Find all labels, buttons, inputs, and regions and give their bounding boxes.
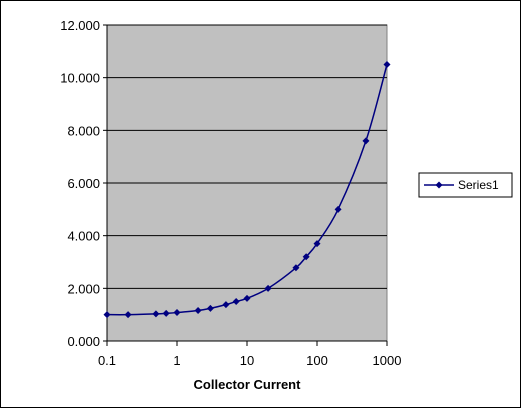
data-point-0 xyxy=(103,311,111,319)
y-tick-label-4: 8.000 xyxy=(67,123,100,138)
data-point-5 xyxy=(194,306,202,314)
data-point-11 xyxy=(292,264,300,272)
y-axis-tick-marks xyxy=(103,24,107,342)
data-point-1 xyxy=(124,311,132,319)
gridlines xyxy=(107,24,387,289)
data-point-9 xyxy=(243,294,251,302)
y-tick-label-1: 2.000 xyxy=(67,281,100,296)
x-tick-label-3: 100 xyxy=(306,353,328,368)
x-tick-label-4: 1000 xyxy=(373,353,402,368)
data-point-10 xyxy=(264,284,272,292)
y-axis-tick-labels: 0.000 2.000 4.000 6.000 8.000 10.000 12.000 xyxy=(60,18,100,349)
legend-marker-series1 xyxy=(435,181,443,189)
x-axis-tick-labels: 0.1 1 10 100 1000 xyxy=(98,353,402,368)
y-tick-label-5: 10.000 xyxy=(60,71,100,86)
data-point-16 xyxy=(383,61,391,68)
y-tick-label-6: 12.000 xyxy=(60,18,100,33)
legend-label-series1: Series1 xyxy=(458,178,499,192)
y-tick-label-0: 0.000 xyxy=(67,334,100,349)
x-tick-label-2: 10 xyxy=(240,353,254,368)
data-point-3 xyxy=(162,309,170,317)
data-point-6 xyxy=(206,304,214,312)
series-markers-series1 xyxy=(103,61,391,319)
data-point-13 xyxy=(313,240,321,248)
data-point-12 xyxy=(302,253,310,261)
data-point-2 xyxy=(152,310,160,318)
data-point-4 xyxy=(173,309,181,317)
x-tick-label-0: 0.1 xyxy=(98,353,116,368)
x-axis-tick-marks xyxy=(106,341,388,346)
data-point-8 xyxy=(232,298,240,305)
y-tick-label-2: 4.000 xyxy=(67,229,100,244)
data-point-7 xyxy=(222,301,230,309)
data-point-15 xyxy=(362,137,370,145)
y-tick-label-3: 6.000 xyxy=(67,176,100,191)
data-point-14 xyxy=(334,205,342,213)
x-tick-label-1: 1 xyxy=(173,353,180,368)
x-axis-title: Collector Current xyxy=(194,377,302,392)
legend: Series1 xyxy=(418,172,513,198)
